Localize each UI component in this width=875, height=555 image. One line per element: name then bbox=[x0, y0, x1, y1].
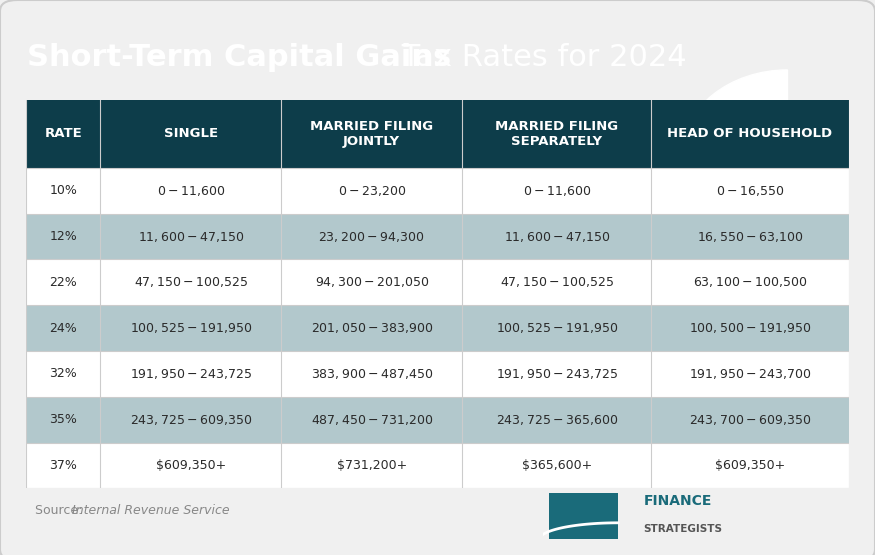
Text: Source:: Source: bbox=[35, 504, 87, 517]
Text: MARRIED FILING
JOINTLY: MARRIED FILING JOINTLY bbox=[310, 120, 433, 148]
Text: $47,150 - $100,525: $47,150 - $100,525 bbox=[134, 275, 248, 289]
Text: $63,100 - $100,500: $63,100 - $100,500 bbox=[693, 275, 808, 289]
Text: $191,950 - $243,700: $191,950 - $243,700 bbox=[689, 367, 811, 381]
Text: $100,525 - $191,950: $100,525 - $191,950 bbox=[495, 321, 618, 335]
Text: $609,350+: $609,350+ bbox=[156, 459, 226, 472]
Text: 32%: 32% bbox=[49, 367, 77, 380]
Text: HEAD OF HOUSEHOLD: HEAD OF HOUSEHOLD bbox=[668, 128, 833, 140]
Text: $11,600 - $47,150: $11,600 - $47,150 bbox=[137, 230, 244, 244]
Text: $609,350+: $609,350+ bbox=[715, 459, 785, 472]
Text: Tax Rates for 2024: Tax Rates for 2024 bbox=[392, 43, 687, 73]
Text: $47,150 - $100,525: $47,150 - $100,525 bbox=[500, 275, 614, 289]
Text: $365,600+: $365,600+ bbox=[522, 459, 592, 472]
Text: 37%: 37% bbox=[49, 459, 77, 472]
Text: Internal Revenue Service: Internal Revenue Service bbox=[72, 504, 230, 517]
Text: $0 - $11,600: $0 - $11,600 bbox=[522, 184, 591, 198]
Text: MARRIED FILING
SEPARATELY: MARRIED FILING SEPARATELY bbox=[495, 120, 619, 148]
Text: 10%: 10% bbox=[49, 184, 77, 197]
FancyBboxPatch shape bbox=[26, 100, 849, 168]
Text: $191,950 - $243,725: $191,950 - $243,725 bbox=[130, 367, 252, 381]
Text: $383,900 - $487,450: $383,900 - $487,450 bbox=[311, 367, 433, 381]
Text: 35%: 35% bbox=[49, 413, 77, 426]
Text: Short-Term Capital Gains: Short-Term Capital Gains bbox=[27, 43, 452, 73]
FancyBboxPatch shape bbox=[26, 214, 849, 260]
Text: $0 - $23,200: $0 - $23,200 bbox=[338, 184, 406, 198]
Text: RATE: RATE bbox=[45, 128, 82, 140]
FancyBboxPatch shape bbox=[549, 493, 618, 539]
Wedge shape bbox=[682, 70, 788, 155]
Text: $0 - $16,550: $0 - $16,550 bbox=[716, 184, 784, 198]
Text: 22%: 22% bbox=[49, 276, 77, 289]
FancyBboxPatch shape bbox=[26, 305, 849, 351]
Text: $100,500 - $191,950: $100,500 - $191,950 bbox=[689, 321, 811, 335]
Text: $0 - $11,600: $0 - $11,600 bbox=[157, 184, 225, 198]
Text: $201,050 - $383,900: $201,050 - $383,900 bbox=[311, 321, 433, 335]
FancyBboxPatch shape bbox=[26, 397, 849, 443]
Text: $487,450 - $731,200: $487,450 - $731,200 bbox=[311, 413, 433, 427]
FancyBboxPatch shape bbox=[26, 168, 849, 214]
Text: SINGLE: SINGLE bbox=[164, 128, 218, 140]
Text: $191,950 - $243,725: $191,950 - $243,725 bbox=[496, 367, 618, 381]
Text: $16,550 - $63,100: $16,550 - $63,100 bbox=[696, 230, 803, 244]
Text: $11,600 - $47,150: $11,600 - $47,150 bbox=[503, 230, 610, 244]
Text: $100,525 - $191,950: $100,525 - $191,950 bbox=[130, 321, 252, 335]
Text: 24%: 24% bbox=[49, 322, 77, 335]
Text: $243,725 - $609,350: $243,725 - $609,350 bbox=[130, 413, 252, 427]
Text: $94,300 - $201,050: $94,300 - $201,050 bbox=[314, 275, 429, 289]
Text: STRATEGISTS: STRATEGISTS bbox=[643, 524, 722, 534]
FancyBboxPatch shape bbox=[26, 443, 849, 488]
FancyBboxPatch shape bbox=[26, 351, 849, 397]
Text: $23,200 - $94,300: $23,200 - $94,300 bbox=[318, 230, 425, 244]
Text: $243,700 - $609,350: $243,700 - $609,350 bbox=[689, 413, 811, 427]
Text: FINANCE: FINANCE bbox=[643, 495, 711, 508]
Text: $731,200+: $731,200+ bbox=[337, 459, 407, 472]
FancyBboxPatch shape bbox=[26, 260, 849, 305]
Text: $243,725 - $365,600: $243,725 - $365,600 bbox=[495, 413, 618, 427]
Text: 12%: 12% bbox=[49, 230, 77, 243]
